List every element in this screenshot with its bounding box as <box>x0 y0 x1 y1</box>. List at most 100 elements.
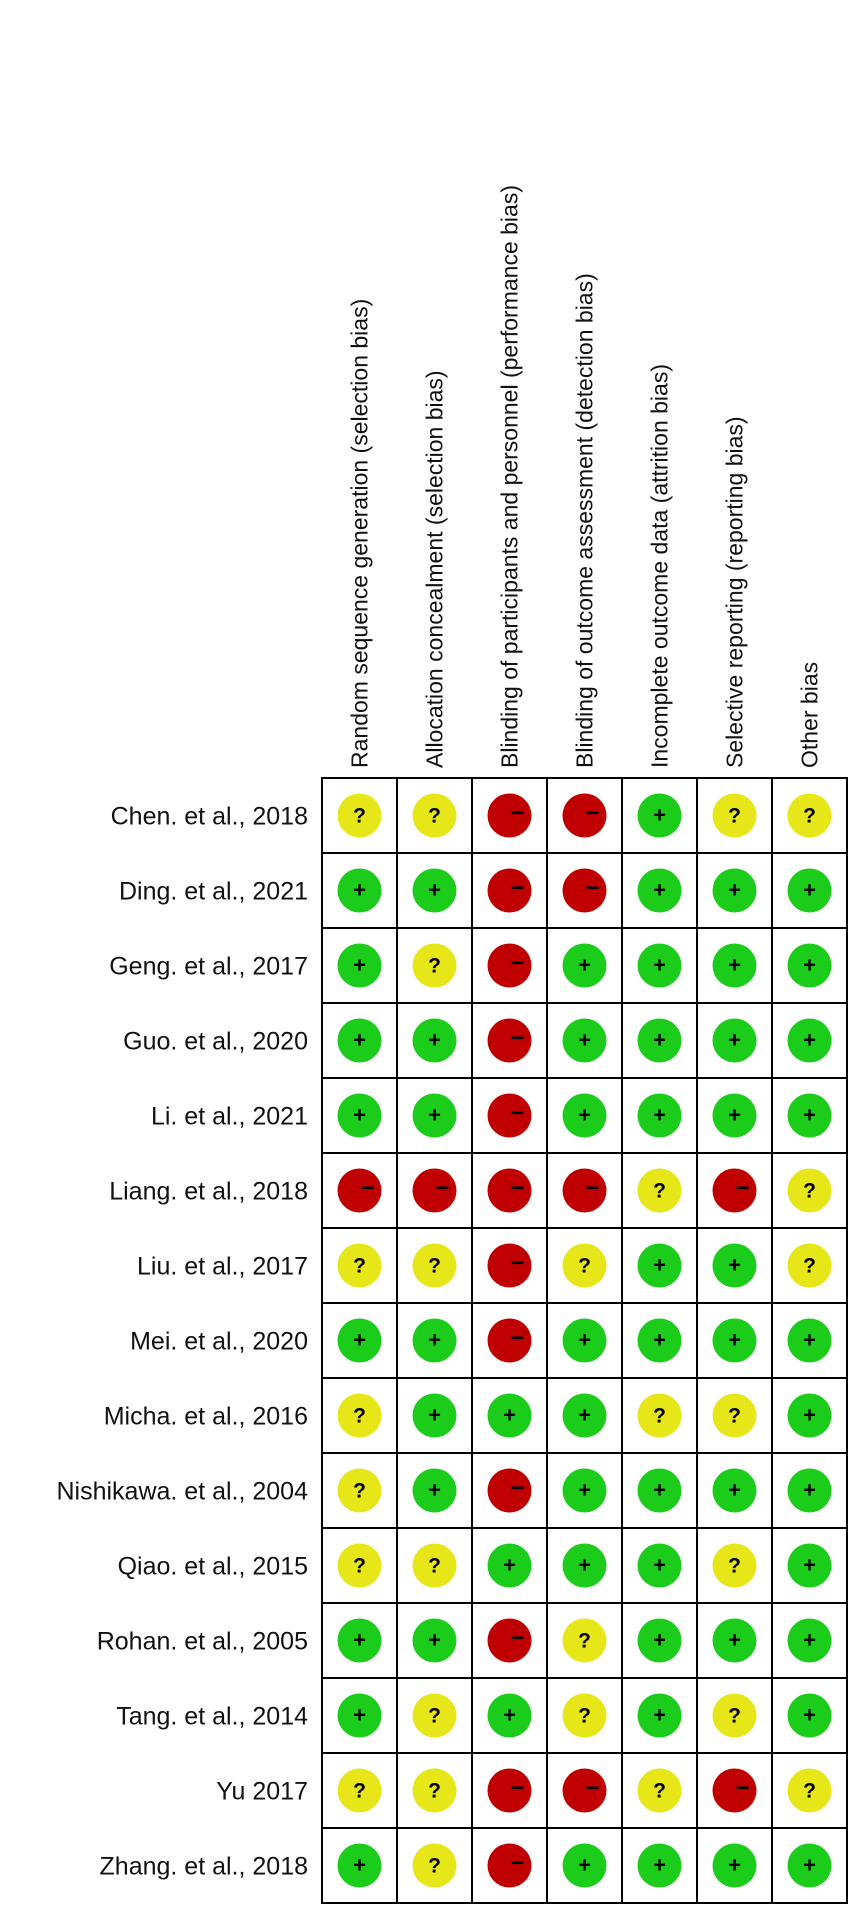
low-risk-marker <box>712 1318 757 1363</box>
question-icon: ? <box>728 1705 741 1728</box>
plus-icon: + <box>803 1478 816 1503</box>
plus-icon: + <box>578 953 591 978</box>
plus-icon: + <box>353 953 366 978</box>
low-risk-marker <box>787 1018 832 1063</box>
plus-icon: + <box>653 1478 666 1503</box>
plus-icon: + <box>653 1028 666 1053</box>
question-icon: ? <box>803 805 816 828</box>
plus-icon: + <box>353 1103 366 1128</box>
unclear-risk-marker <box>337 1243 382 1288</box>
grid-cell <box>771 777 848 854</box>
plus-icon: + <box>653 878 666 903</box>
low-risk-marker <box>787 1318 832 1363</box>
question-icon: ? <box>803 1255 816 1278</box>
study-label: Chen. et al., 2018 <box>111 803 308 831</box>
question-icon: ? <box>428 1855 441 1878</box>
unclear-risk-marker <box>412 1693 457 1738</box>
high-risk-marker <box>562 1768 607 1813</box>
low-risk-marker <box>337 1093 382 1138</box>
minus-icon <box>511 1111 524 1115</box>
minus-icon <box>586 1786 599 1790</box>
unclear-risk-marker <box>337 1468 382 1513</box>
unclear-risk-marker <box>787 1168 832 1213</box>
high-risk-marker <box>487 1843 532 1888</box>
high-risk-marker <box>337 1168 382 1213</box>
unclear-risk-marker <box>787 793 832 838</box>
study-label: Mei. et al., 2020 <box>130 1328 308 1356</box>
plus-icon: + <box>353 1328 366 1353</box>
plus-icon: + <box>578 1853 591 1878</box>
unclear-risk-marker <box>787 1768 832 1813</box>
study-label: Li. et al., 2021 <box>151 1103 308 1131</box>
column-label: Other bias <box>797 662 823 768</box>
low-risk-marker <box>337 1318 382 1363</box>
minus-icon <box>511 886 524 890</box>
plus-icon: + <box>428 1403 441 1428</box>
plus-icon: + <box>803 1403 816 1428</box>
grid-cell <box>546 1527 623 1604</box>
low-risk-marker <box>412 1618 457 1663</box>
plus-icon: + <box>728 1103 741 1128</box>
plus-icon: + <box>353 1853 366 1878</box>
high-risk-marker <box>487 1243 532 1288</box>
low-risk-marker <box>562 1543 607 1588</box>
question-icon: ? <box>428 1555 441 1578</box>
unclear-risk-marker <box>712 793 757 838</box>
low-risk-marker <box>562 1093 607 1138</box>
high-risk-marker <box>712 1768 757 1813</box>
column-label: Selective reporting (reporting bias) <box>722 416 748 768</box>
question-icon: ? <box>428 1255 441 1278</box>
minus-icon <box>511 811 524 815</box>
unclear-risk-marker <box>337 793 382 838</box>
low-risk-marker <box>637 1093 682 1138</box>
unclear-risk-marker <box>337 1768 382 1813</box>
plus-icon: + <box>578 1403 591 1428</box>
study-label: Liang. et al., 2018 <box>109 1178 308 1206</box>
high-risk-marker <box>412 1168 457 1213</box>
minus-icon <box>586 811 599 815</box>
minus-icon <box>586 1186 599 1190</box>
low-risk-marker <box>412 1018 457 1063</box>
high-risk-marker <box>487 1093 532 1138</box>
unclear-risk-marker <box>787 1243 832 1288</box>
column-label: Blinding of outcome assessment (detectio… <box>572 273 598 768</box>
study-label: Ding. et al., 2021 <box>119 878 308 906</box>
low-risk-marker <box>487 1543 532 1588</box>
plus-icon: + <box>728 1628 741 1653</box>
low-risk-marker <box>562 1318 607 1363</box>
plus-icon: + <box>728 1478 741 1503</box>
plus-icon: + <box>653 1253 666 1278</box>
low-risk-marker <box>787 1468 832 1513</box>
plus-icon: + <box>803 1853 816 1878</box>
low-risk-marker <box>412 1468 457 1513</box>
plus-icon: + <box>653 1853 666 1878</box>
grid-cell <box>696 1452 773 1529</box>
minus-icon <box>736 1786 749 1790</box>
plus-icon: + <box>653 1703 666 1728</box>
low-risk-marker <box>637 1018 682 1063</box>
plus-icon: + <box>578 1103 591 1128</box>
plus-icon: + <box>653 1628 666 1653</box>
plus-icon: + <box>728 1028 741 1053</box>
question-icon: ? <box>653 1780 666 1803</box>
low-risk-marker <box>337 1693 382 1738</box>
high-risk-marker <box>562 1168 607 1213</box>
low-risk-marker <box>337 868 382 913</box>
minus-icon <box>511 1786 524 1790</box>
low-risk-marker <box>712 1468 757 1513</box>
low-risk-marker <box>787 868 832 913</box>
plus-icon: + <box>803 953 816 978</box>
plus-icon: + <box>803 1628 816 1653</box>
low-risk-marker <box>412 1393 457 1438</box>
plus-icon: + <box>428 1028 441 1053</box>
question-icon: ? <box>428 955 441 978</box>
low-risk-marker <box>637 943 682 988</box>
plus-icon: + <box>728 1853 741 1878</box>
low-risk-marker <box>562 1018 607 1063</box>
question-icon: ? <box>353 805 366 828</box>
question-icon: ? <box>578 1630 591 1653</box>
high-risk-marker <box>487 1018 532 1063</box>
minus-icon <box>511 1486 524 1490</box>
plus-icon: + <box>353 878 366 903</box>
